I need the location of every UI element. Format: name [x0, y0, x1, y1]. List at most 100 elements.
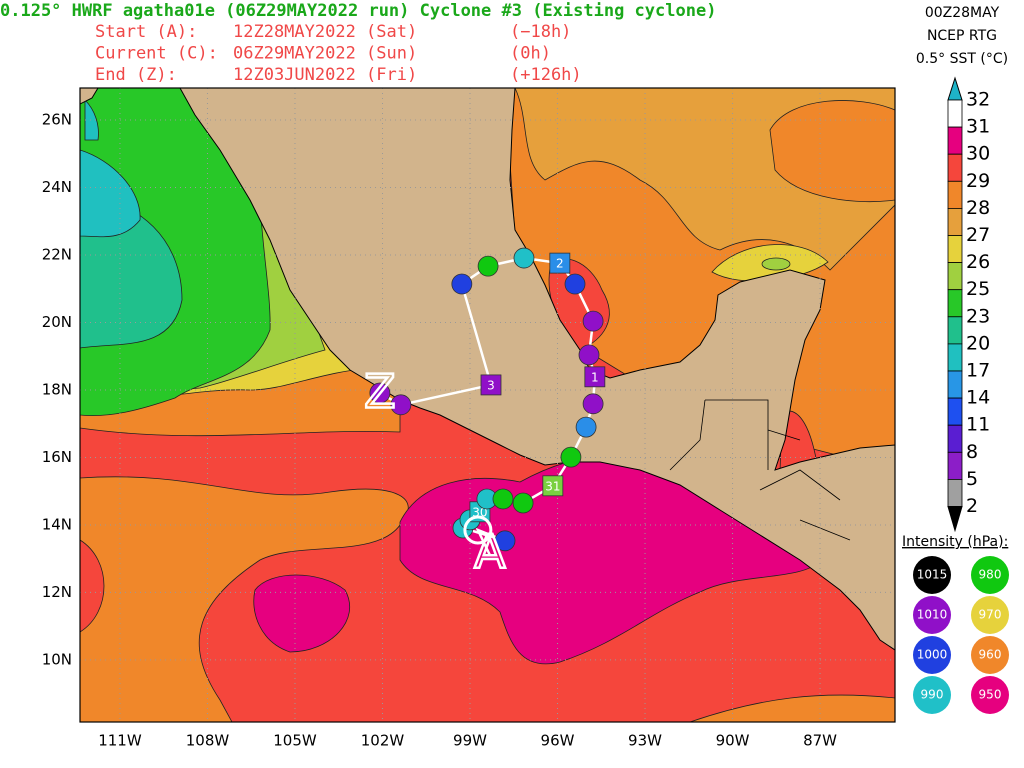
- colorbar-segment: [947, 478, 963, 507]
- track-day-label: 31: [545, 479, 560, 493]
- lon-label: 111W: [98, 732, 142, 750]
- colorbar-label: 29: [966, 170, 990, 192]
- sst-region: [761, 257, 791, 271]
- lon-label: 102W: [361, 732, 405, 750]
- track-end-letter: Z: [364, 365, 396, 419]
- track-point: [492, 488, 514, 510]
- lat-label: 24N: [42, 178, 72, 196]
- track-day-box: [549, 252, 571, 274]
- legend-label: 1015: [917, 568, 948, 582]
- colorbar-label: 8: [966, 441, 978, 463]
- colorbar-label: 17: [966, 360, 990, 382]
- sst-region: [253, 574, 351, 653]
- colorbar-segment: [947, 451, 963, 480]
- legend-swatch: [971, 676, 1009, 714]
- colorbar-label: 32: [966, 89, 990, 111]
- legend-swatch: [913, 676, 951, 714]
- track-point: [512, 492, 534, 514]
- colorbar-label: 28: [966, 197, 990, 219]
- colorbar-label: 26: [966, 251, 990, 273]
- legend-label: 950: [979, 688, 1002, 702]
- header-text: 12Z28MAY2022 (Sat): [233, 22, 417, 42]
- lat-label: 18N: [42, 380, 72, 398]
- lat-label: 22N: [42, 246, 72, 264]
- sst-region: [84, 99, 99, 141]
- colorbar-segment: [947, 99, 963, 128]
- colorbar-label: 25: [966, 278, 990, 300]
- legend-label: 1010: [917, 608, 948, 622]
- sst-region: [689, 694, 895, 722]
- legend-label: 960: [979, 648, 1002, 662]
- sst-colorbar: 32 31 30 29 28 27 26 25 23 20 17 14 11 8 5 2: [947, 76, 990, 533]
- header-right: 00Z28MAY NCEP RTG 0.5° SST (°C): [916, 5, 1008, 67]
- legend-swatch: [971, 596, 1009, 634]
- colorbar-label: 11: [966, 414, 990, 436]
- colorbar-segment: [947, 126, 963, 155]
- title: 0.125° HWRF agatha01e (06Z29MAY2022 run)…: [0, 1, 716, 21]
- colorbar-label: 14: [966, 387, 990, 409]
- colorbar-label: 2: [966, 495, 978, 517]
- legend-title: Intensity (hPa):: [902, 534, 1008, 550]
- legend-swatch: [971, 556, 1009, 594]
- track-point: [451, 273, 473, 295]
- legend-swatch: [913, 636, 951, 674]
- track-point: [564, 273, 586, 295]
- colorbar-label: 30: [966, 143, 990, 165]
- header-right-text: NCEP RTG: [927, 28, 997, 44]
- axis-labels: 26N 24N 22N 20N 18N 16N 14N 12N 10N 111W 108W 105W 1…: [42, 111, 837, 750]
- colorbar-label: 23: [966, 305, 990, 327]
- legend-label: 980: [979, 568, 1002, 582]
- legend-label: 990: [921, 688, 944, 702]
- header-text: 12Z03JUN2022 (Fri): [233, 65, 417, 85]
- track-day-label: 3: [487, 378, 495, 392]
- track-point: [513, 247, 535, 269]
- track-point: [477, 255, 499, 277]
- header-text: (−18h): [510, 22, 571, 42]
- sst-region: [80, 149, 141, 238]
- track-point: [369, 382, 391, 404]
- lat-label: 20N: [42, 313, 72, 331]
- lat-label: 26N: [42, 111, 72, 129]
- header-right-text: 0.5° SST (°C): [916, 51, 1008, 67]
- sst-region: [769, 100, 895, 203]
- colorbar-segment: [947, 343, 963, 372]
- colorbar-label: 31: [966, 116, 990, 138]
- lon-label: 96W: [541, 732, 575, 750]
- header-text: Start (A):: [95, 22, 197, 42]
- track-point: [560, 446, 582, 468]
- header-right-text: 00Z28MAY: [925, 5, 1000, 21]
- colorbar-segment: [947, 424, 963, 453]
- current-position: [463, 515, 493, 545]
- lon-label: 105W: [273, 732, 317, 750]
- colorbar-segment: [947, 370, 963, 399]
- lat-label: 10N: [42, 650, 72, 668]
- lat-label: 16N: [42, 448, 72, 466]
- legend-swatch: [913, 556, 951, 594]
- track-point: [390, 394, 412, 416]
- colorbar-cap: [947, 76, 963, 101]
- lon-label: 90W: [716, 732, 750, 750]
- colorbar-segment: [947, 180, 963, 209]
- lon-label: 93W: [628, 732, 662, 750]
- header-text: Current (C):: [95, 44, 218, 64]
- colorbar-segment: [947, 262, 963, 291]
- intensity-legend: Intensity (hPa): 1015 980 1010 970 1000 960 990…: [902, 534, 1009, 714]
- track-start-letter: A: [474, 524, 506, 578]
- legend-label: 970: [979, 608, 1002, 622]
- track-day-box: [584, 366, 606, 388]
- header-text: 06Z29MAY2022 (Sun): [233, 44, 417, 64]
- lat-label: 12N: [42, 583, 72, 601]
- header-text: (+126h): [510, 65, 582, 85]
- lon-label: 87W: [803, 732, 837, 750]
- track-day-label: 1: [591, 370, 599, 384]
- lon-label: 108W: [186, 732, 230, 750]
- colorbar-segment: [947, 289, 963, 318]
- legend-label: 1000: [917, 648, 948, 662]
- lat-label: 14N: [42, 515, 72, 533]
- colorbar-segment: [947, 153, 963, 182]
- track-point: [494, 530, 516, 552]
- track-point: [582, 393, 604, 415]
- land: [80, 88, 99, 105]
- track-day-box: [480, 374, 502, 396]
